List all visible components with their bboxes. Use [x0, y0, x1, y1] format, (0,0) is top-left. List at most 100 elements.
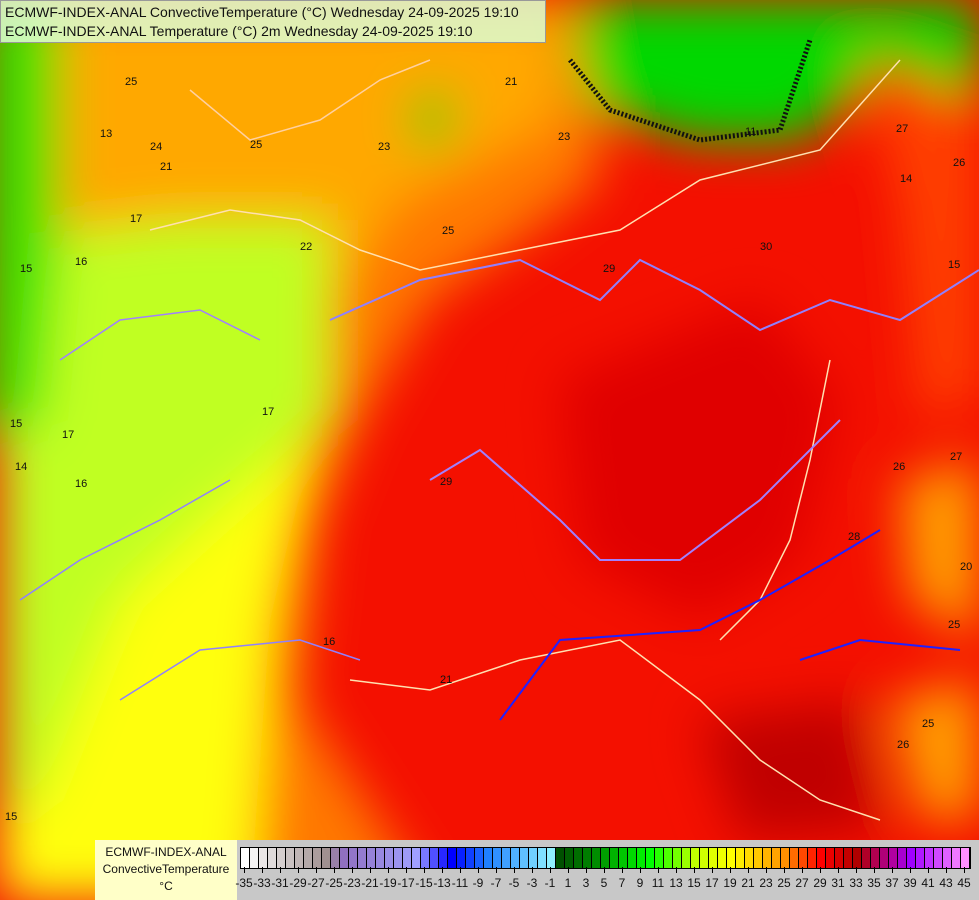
color-bar-swatch: [754, 848, 763, 868]
color-bar-swatch: [439, 848, 448, 868]
contour-label: 20: [960, 561, 972, 573]
color-bar: [240, 847, 971, 869]
color-bar-swatch: [736, 848, 745, 868]
contour-label: 21: [505, 76, 517, 88]
color-bar-swatch: [493, 848, 502, 868]
tick-label: -25: [325, 876, 343, 890]
color-bar-swatch: [322, 848, 331, 868]
region-green-spot: [410, 90, 450, 150]
legend-model: ECMWF-INDEX-ANAL: [105, 845, 227, 859]
region-green-left: [0, 0, 60, 434]
contour-label: 27: [950, 451, 962, 463]
color-legend: ECMWF-INDEX-ANAL ConvectiveTemperature °…: [95, 840, 979, 900]
tick-label: -15: [415, 876, 433, 890]
tick-mark: [532, 867, 533, 873]
contour-label: 26: [953, 157, 965, 169]
tick-mark: [244, 867, 245, 873]
tick-mark: [802, 867, 803, 873]
color-bar-swatch: [457, 848, 466, 868]
tick-label: -5: [508, 876, 520, 890]
tick-mark: [586, 867, 587, 873]
tick-label: -9: [472, 876, 484, 890]
color-bar-ticks: -35 -33 -31 -29 -27 -25 -23 -21 -19 -17 -15 -13 -11-…: [235, 867, 979, 897]
tick-mark: [730, 867, 731, 873]
tick-label: -3: [526, 876, 538, 890]
contour-labels: 25 24 21 13 25 23 23 21 17 16 15 22 25 29 30 27 26 14 15 17…: [5, 76, 972, 823]
color-bar-swatch: [376, 848, 385, 868]
color-bar-swatch: [619, 848, 628, 868]
tick-label: 43: [939, 876, 953, 890]
tick-mark: [424, 867, 425, 873]
tick-label: 27: [795, 876, 809, 890]
tick-mark: [838, 867, 839, 873]
contour-label: 29: [440, 476, 452, 488]
color-bar-swatch: [565, 848, 574, 868]
color-bar-swatch: [520, 848, 529, 868]
region-orange-right: [860, 60, 979, 420]
tick-label: 39: [903, 876, 917, 890]
tick-label: 35: [867, 876, 881, 890]
contour-label: 23: [378, 141, 390, 153]
color-bar-swatch: [529, 848, 538, 868]
color-bar-swatch: [277, 848, 286, 868]
contour-label: 23: [558, 131, 570, 143]
tick-mark: [874, 867, 875, 873]
color-bar-swatch: [880, 848, 889, 868]
tick-label: 7: [618, 876, 626, 890]
color-bar-swatch: [646, 848, 655, 868]
color-bar-swatch: [484, 848, 493, 868]
color-bar-swatch: [637, 848, 646, 868]
color-bar-swatch: [340, 848, 349, 868]
color-bar-swatch: [295, 848, 304, 868]
color-bar-swatch: [556, 848, 565, 868]
region-green-topright: [570, 0, 979, 140]
contour-label: 11: [745, 126, 756, 138]
color-bar-swatch: [898, 848, 907, 868]
color-bar-swatch: [466, 848, 475, 868]
tick-mark: [406, 867, 407, 873]
color-bar-swatch: [610, 848, 619, 868]
color-bar-swatch: [718, 848, 727, 868]
tick-mark: [478, 867, 479, 873]
color-bar-swatch: [547, 848, 556, 868]
contour-label: 13: [100, 128, 112, 140]
tick-mark: [298, 867, 299, 873]
tick-label: 11: [651, 876, 665, 890]
tick-label: 45: [957, 876, 971, 890]
tick-label: 21: [741, 876, 755, 890]
tick-label: -17: [397, 876, 415, 890]
tick-label: 19: [723, 876, 737, 890]
tick-mark: [928, 867, 929, 873]
contour-label: 26: [893, 461, 905, 473]
tick-label: 37: [885, 876, 899, 890]
color-bar-swatch: [916, 848, 925, 868]
color-bar-swatch: [673, 848, 682, 868]
contour-label: 22: [300, 241, 312, 253]
color-bar-swatch: [700, 848, 709, 868]
tick-mark: [262, 867, 263, 873]
color-bar-swatch: [475, 848, 484, 868]
tick-label: -11: [451, 876, 469, 890]
color-bar-swatch: [601, 848, 610, 868]
color-bar-swatch: [952, 848, 961, 868]
color-bar-swatch: [367, 848, 376, 868]
region-yellowgreen: [0, 220, 330, 820]
tick-mark: [694, 867, 695, 873]
contour-label: 26: [897, 739, 909, 751]
legend-unit: °C: [159, 879, 173, 893]
legend-label: ECMWF-INDEX-ANAL ConvectiveTemperature °…: [95, 840, 237, 900]
contour-label: 25: [442, 225, 454, 237]
tick-mark: [676, 867, 677, 873]
color-bar-swatch: [502, 848, 511, 868]
tick-mark: [892, 867, 893, 873]
color-bar-swatch: [574, 848, 583, 868]
tick-label: -23: [343, 876, 361, 890]
tick-mark: [658, 867, 659, 873]
tick-label: 5: [600, 876, 608, 890]
tick-label: -27: [307, 876, 325, 890]
tick-mark: [370, 867, 371, 873]
tick-mark: [622, 867, 623, 873]
color-bar-swatch: [592, 848, 601, 868]
color-bar-swatch: [817, 848, 826, 868]
